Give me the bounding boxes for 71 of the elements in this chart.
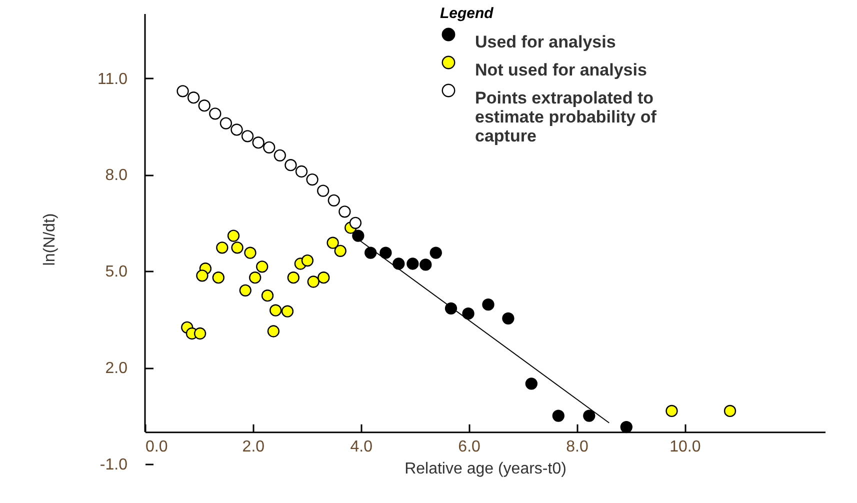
point [444, 302, 458, 314]
point [239, 284, 252, 296]
point [328, 194, 340, 206]
point [724, 404, 736, 418]
legend-title: Legend [440, 5, 494, 22]
x-tick-label: 4.0 [350, 438, 373, 456]
point [194, 327, 206, 340]
point [261, 290, 274, 302]
point [244, 246, 256, 259]
point [241, 130, 254, 142]
point [287, 272, 300, 284]
point [525, 378, 538, 390]
point [334, 244, 346, 257]
point [482, 298, 494, 311]
y-tick-label: 5.0 [105, 264, 128, 281]
point [502, 312, 514, 324]
y-tick-label: 2.0 [105, 360, 128, 378]
x-tick-label: 2.0 [242, 438, 265, 456]
point [216, 242, 228, 254]
point [352, 230, 364, 242]
point [430, 246, 442, 259]
point [198, 100, 210, 112]
point [252, 136, 264, 149]
x-tick-label: 10.0 [670, 438, 701, 456]
point [406, 258, 419, 270]
x-axis-title: Relative age (years-t0) [404, 460, 566, 478]
point [338, 206, 351, 218]
point [230, 124, 243, 136]
point [583, 410, 596, 422]
point [187, 92, 200, 104]
legend-label: Used for analysis [475, 32, 616, 52]
point [249, 272, 262, 284]
point [301, 254, 314, 267]
y-tick-label: -1.0 [100, 456, 128, 474]
x-tick-label: 8.0 [566, 438, 588, 456]
point [274, 149, 286, 162]
point [364, 246, 377, 259]
point [231, 242, 244, 254]
y-tick-label: 8.0 [105, 167, 128, 184]
point [196, 270, 208, 282]
point [380, 246, 392, 259]
point [420, 258, 432, 271]
point [212, 272, 224, 284]
point [295, 165, 308, 178]
y-tick-label: 11.0 [98, 70, 128, 88]
point [284, 159, 297, 172]
x-tick-label: 6.0 [458, 438, 481, 456]
point [620, 420, 632, 434]
point [267, 325, 280, 338]
point [552, 410, 564, 422]
point [256, 260, 268, 273]
point [326, 236, 339, 249]
legend-label: Points extrapolated to estimate probability of capture [475, 88, 657, 146]
point [318, 272, 330, 284]
point [392, 258, 405, 270]
point [209, 108, 222, 120]
point [307, 276, 320, 288]
point [227, 230, 240, 242]
point [306, 173, 318, 186]
point [270, 304, 282, 316]
y-axis-title: ln(N/dt) [42, 213, 59, 266]
point [281, 305, 294, 318]
x-tick-label: 0.0 [146, 438, 168, 456]
point [176, 85, 189, 98]
point [462, 308, 474, 320]
point [317, 184, 330, 197]
point [666, 404, 678, 418]
legend-label: Not used for analysis [475, 60, 647, 80]
point [349, 216, 362, 229]
point [263, 141, 276, 154]
point [220, 117, 232, 130]
